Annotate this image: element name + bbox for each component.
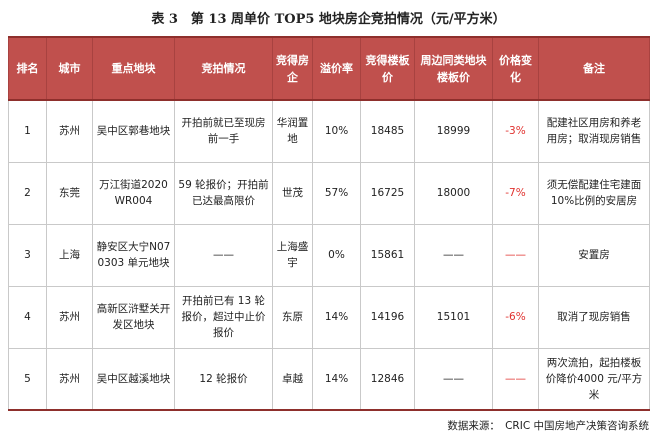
city-cell: 苏州 <box>46 285 93 349</box>
plot-cell: 高新区浒墅关开发区地块 <box>92 285 175 349</box>
header-cell-plot: 重点地块 <box>92 37 175 100</box>
change-cell: -7% <box>492 161 539 225</box>
auction-table: 排名 城市 重点地块 竞拍情况 竞得房企 溢价率 竞得楼板价 周边同类地块楼板价… <box>8 36 650 411</box>
change-cell: —— <box>492 347 539 411</box>
premium-cell: 0% <box>312 223 361 287</box>
premium-cell: 57% <box>312 161 361 225</box>
company-cell: 上海盛宇 <box>272 223 313 287</box>
table-row: 1 苏州 吴中区郭巷地块 开拍前就已至现房前一手 华润置地 10% 18485 … <box>8 99 650 163</box>
auction-cell: 开拍前已有 13 轮报价，超过中止价报价 <box>174 285 273 349</box>
plot-cell: 吴中区越溪地块 <box>92 347 175 411</box>
company-cell: 东原 <box>272 285 313 349</box>
rank-cell: 2 <box>8 161 47 225</box>
change-cell: —— <box>492 223 539 287</box>
note-cell: 取消了现房销售 <box>538 285 650 349</box>
table-row: 5 苏州 吴中区越溪地块 12 轮报价 卓越 14% 12846 —— —— 两… <box>8 347 650 411</box>
nearby-price-cell: 18000 <box>414 161 493 225</box>
nearby-price-cell: 18999 <box>414 99 493 163</box>
premium-cell: 14% <box>312 285 361 349</box>
rank-cell: 5 <box>8 347 47 411</box>
header-cell-city: 城市 <box>46 37 93 100</box>
header-cell-nearby: 周边同类地块楼板价 <box>414 37 493 100</box>
city-cell: 东莞 <box>46 161 93 225</box>
premium-cell: 10% <box>312 99 361 163</box>
nearby-price-cell: —— <box>414 347 493 411</box>
auction-cell: 12 轮报价 <box>174 347 273 411</box>
header-cell-auction: 竞拍情况 <box>174 37 273 100</box>
auction-cell: 开拍前就已至现房前一手 <box>174 99 273 163</box>
note-cell: 须无偿配建住宅建面 10%比例的安居房 <box>538 161 650 225</box>
header-cell-rank: 排名 <box>8 37 47 100</box>
rank-cell: 3 <box>8 223 47 287</box>
city-cell: 上海 <box>46 223 93 287</box>
nearby-price-cell: 15101 <box>414 285 493 349</box>
header-row: 排名 城市 重点地块 竞拍情况 竞得房企 溢价率 竞得楼板价 周边同类地块楼板价… <box>8 37 650 100</box>
price-cell: 18485 <box>360 99 415 163</box>
header-cell-note: 备注 <box>538 37 650 100</box>
header-cell-price: 竞得楼板价 <box>360 37 415 100</box>
table-row: 4 苏州 高新区浒墅关开发区地块 开拍前已有 13 轮报价，超过中止价报价 东原… <box>8 285 650 349</box>
city-cell: 苏州 <box>46 347 93 411</box>
price-cell: 14196 <box>360 285 415 349</box>
price-cell: 16725 <box>360 161 415 225</box>
table-row: 2 东莞 万江街道2020WR004 59 轮报价；开拍前已达最高限价 世茂 5… <box>8 161 650 225</box>
company-cell: 世茂 <box>272 161 313 225</box>
header-cell-premium: 溢价率 <box>312 37 361 100</box>
company-cell: 卓越 <box>272 347 313 411</box>
change-cell: -3% <box>492 99 539 163</box>
company-cell: 华润置地 <box>272 99 313 163</box>
note-cell: 配建社区用房和养老用房；取消现房销售 <box>538 99 650 163</box>
data-source-note: 数据来源： CRIC 中国房地产决策咨询系统 <box>447 420 649 432</box>
rank-cell: 4 <box>8 285 47 349</box>
price-cell: 15861 <box>360 223 415 287</box>
premium-cell: 14% <box>312 347 361 411</box>
note-cell: 安置房 <box>538 223 650 287</box>
note-cell: 两次流拍，起拍楼板价降价4000 元/平方米 <box>538 347 650 411</box>
auction-cell: 59 轮报价；开拍前已达最高限价 <box>174 161 273 225</box>
plot-cell: 静安区大宁N070303 单元地块 <box>92 223 175 287</box>
auction-cell: —— <box>174 223 273 287</box>
city-cell: 苏州 <box>46 99 93 163</box>
plot-cell: 吴中区郭巷地块 <box>92 99 175 163</box>
header-cell-change: 价格变化 <box>492 37 539 100</box>
change-cell: -6% <box>492 285 539 349</box>
plot-cell: 万江街道2020WR004 <box>92 161 175 225</box>
price-cell: 12846 <box>360 347 415 411</box>
rank-cell: 1 <box>8 99 47 163</box>
nearby-price-cell: —— <box>414 223 493 287</box>
table-title: 表 3 第 13 周单价 TOP5 地块房企竞拍情况（元/平方米） <box>151 12 506 27</box>
header-cell-company: 竞得房企 <box>272 37 313 100</box>
table-row: 3 上海 静安区大宁N070303 单元地块 —— 上海盛宇 0% 15861 … <box>8 223 650 287</box>
